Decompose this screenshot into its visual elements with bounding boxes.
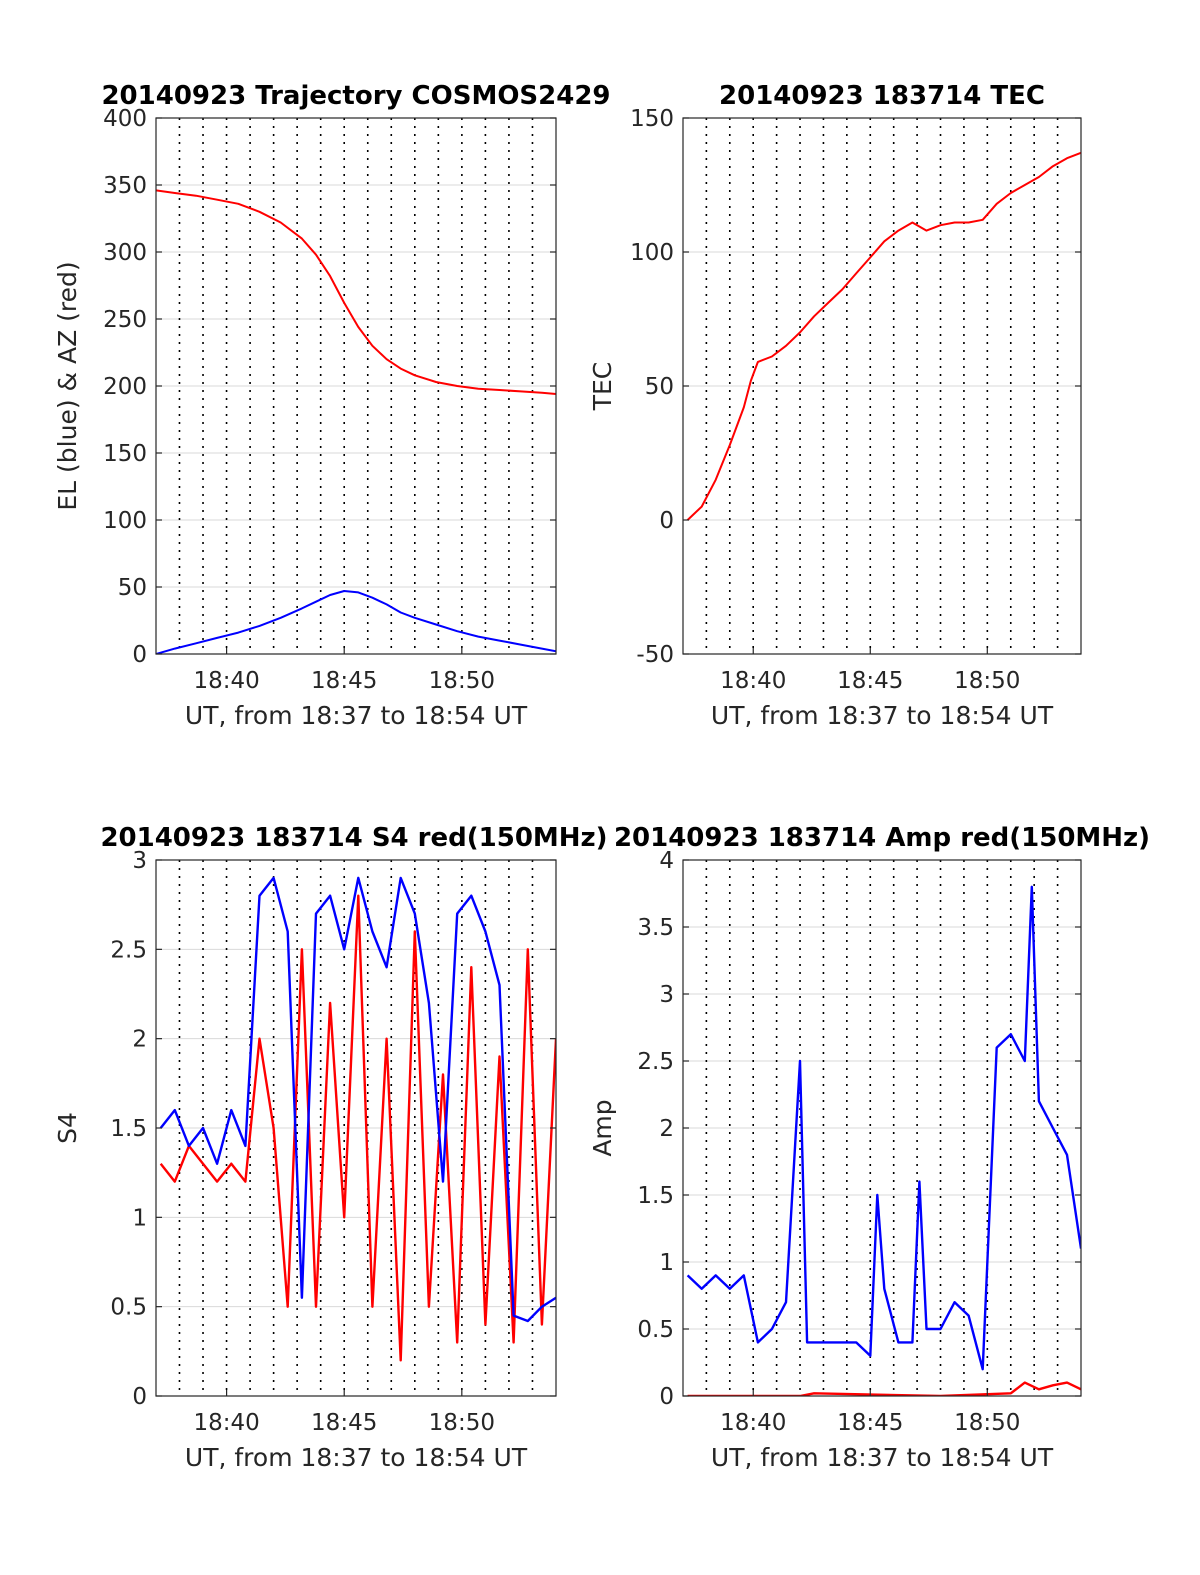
y-axis-label: TEC xyxy=(588,362,617,412)
y-tick-label: 0 xyxy=(659,508,674,534)
y-tick-label: 300 xyxy=(103,240,147,266)
y-tick-label: 150 xyxy=(630,106,674,132)
series-red-line xyxy=(687,1381,1081,1396)
tec-panel: -50 0 50 100 150 18:40 18:45 18:50 20140923 1837… xyxy=(588,81,1082,730)
y-tick-label: 150 xyxy=(103,441,147,467)
chart-title: 20140923 Trajectory COSMOS2429 xyxy=(101,81,610,111)
series-red-line xyxy=(156,189,556,395)
y-tick-label: -50 xyxy=(636,642,674,668)
y-tick-label: 50 xyxy=(118,575,147,601)
y-tick-label: 3 xyxy=(659,982,674,1008)
y-tick-label: 3.5 xyxy=(637,915,674,941)
x-tick-label: 18:50 xyxy=(429,668,495,694)
x-tick-label: 18:50 xyxy=(954,1410,1020,1436)
y-tick-label: 400 xyxy=(103,106,147,132)
x-tick-label: 18:45 xyxy=(311,668,377,694)
y-tick-label: 0 xyxy=(659,1384,674,1410)
y-tick-label: 350 xyxy=(103,173,147,199)
x-tick-label: 18:40 xyxy=(720,1410,786,1436)
s4-panel: 0 0.5 1 1.5 2 2.5 3 18:40 18:45 18:50 20140923 183… xyxy=(53,823,608,1472)
y-tick-label: 50 xyxy=(645,374,674,400)
y-tick-label: 2.5 xyxy=(637,1049,674,1075)
y-axis-label: Amp xyxy=(588,1099,617,1156)
y-tick-label: 100 xyxy=(103,508,147,534)
y-axis-label: EL (blue) & AZ (red) xyxy=(53,261,82,510)
x-tick-label: 18:40 xyxy=(720,668,786,694)
y-tick-label: 0 xyxy=(132,642,147,668)
chart-title: 20140923 183714 Amp red(150MHz) xyxy=(614,823,1150,853)
x-tick-label: 18:40 xyxy=(193,1410,259,1436)
chart-title: 20140923 183714 TEC xyxy=(719,81,1045,111)
y-tick-label: 0.5 xyxy=(110,1295,147,1321)
x-tick-label: 18:45 xyxy=(837,1410,903,1436)
series-red-line xyxy=(686,151,1081,521)
y-tick-label: 2.5 xyxy=(110,937,147,963)
x-axis-label: UT, from 18:37 to 18:54 UT xyxy=(185,1443,528,1472)
trajectory-panel: 0 50 100 150 200 250 300 350 400 18:40 18:45 18:50 2… xyxy=(53,81,611,730)
y-tick-label: 0 xyxy=(132,1384,147,1410)
x-tick-label: 18:50 xyxy=(429,1410,495,1436)
amp-panel: 0 0.5 1 1.5 2 2.5 3 3.5 4 18:40 18:45 18:50 20140923… xyxy=(588,823,1150,1472)
y-tick-label: 100 xyxy=(630,240,674,266)
y-tick-label: 2 xyxy=(659,1116,674,1142)
y-tick-label: 250 xyxy=(103,307,147,333)
series-blue-line xyxy=(159,876,556,1323)
series-blue-line xyxy=(686,885,1081,1371)
x-axis-label: UT, from 18:37 to 18:54 UT xyxy=(711,1443,1054,1472)
y-tick-label: 1.5 xyxy=(110,1116,147,1142)
x-tick-label: 18:40 xyxy=(193,668,259,694)
x-axis-label: UT, from 18:37 to 18:54 UT xyxy=(185,701,528,730)
x-tick-label: 18:45 xyxy=(837,668,903,694)
chart-title: 20140923 183714 S4 red(150MHz) xyxy=(100,823,607,853)
x-tick-label: 18:50 xyxy=(954,668,1020,694)
series-red-line xyxy=(159,894,556,1362)
x-axis-label: UT, from 18:37 to 18:54 UT xyxy=(711,701,1054,730)
y-tick-label: 1.5 xyxy=(637,1183,674,1209)
series-blue-line xyxy=(156,590,556,654)
y-tick-label: 2 xyxy=(132,1027,147,1053)
y-tick-label: 0.5 xyxy=(637,1317,674,1343)
y-tick-label: 3 xyxy=(132,848,147,874)
y-tick-label: 1 xyxy=(132,1205,147,1231)
y-tick-label: 1 xyxy=(659,1250,674,1276)
y-axis-label: S4 xyxy=(53,1112,82,1144)
y-tick-label: 200 xyxy=(103,374,147,400)
y-tick-label: 4 xyxy=(659,848,674,874)
x-tick-label: 18:45 xyxy=(311,1410,377,1436)
